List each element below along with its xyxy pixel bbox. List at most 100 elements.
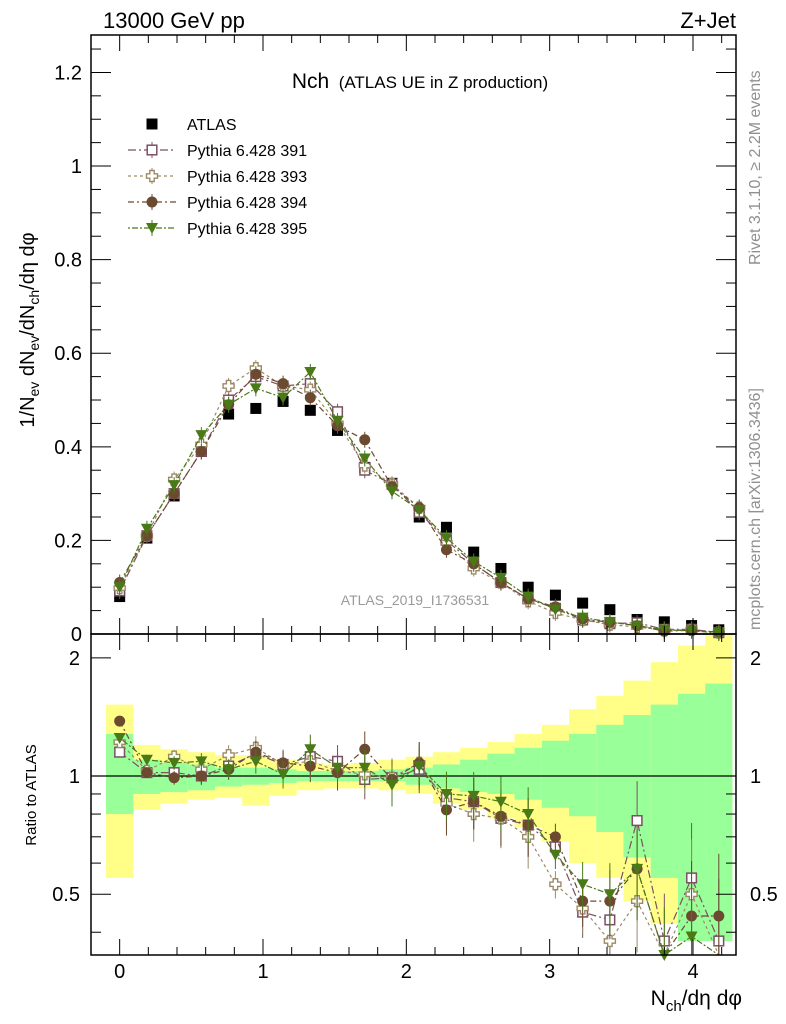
main-data-point <box>113 582 126 594</box>
ratio-data-point <box>413 761 426 773</box>
main-data-point <box>304 366 317 378</box>
x-tick-label: 0 <box>114 961 125 983</box>
ratio-data-point <box>114 746 126 758</box>
ratio-data-point <box>685 931 698 943</box>
legend-entry-label: Pythia 6.428 395 <box>187 221 307 238</box>
main-panel-marks <box>113 360 725 642</box>
ratio-data-point <box>331 762 344 774</box>
ratio-data-point <box>603 934 617 948</box>
legend-marker <box>146 144 158 156</box>
ratio-data-point <box>549 831 561 843</box>
main-data-point <box>250 402 262 414</box>
ratio-panel-frame <box>90 633 737 956</box>
legend-entry-label: Pythia 6.428 391 <box>187 143 307 160</box>
legend: ATLAS Pythia 6.428 391 Pythia 6.428 393 Pyt… <box>128 117 307 238</box>
ratio-data-point <box>359 743 371 755</box>
main-data-point <box>522 591 535 603</box>
ratio-y-tick-label-right: 1 <box>750 766 761 788</box>
ratio-data-point <box>168 757 181 769</box>
ratio-data-point <box>358 762 371 774</box>
main-data-point <box>685 625 698 637</box>
axes-frames: 0 1 2 3 4 0 0.2 0.4 0.6 0.8 1 1.2 0.5 0.5 1 1 2 2 <box>52 34 778 983</box>
ratio-data-point <box>386 779 398 791</box>
main-data-point <box>358 453 371 465</box>
main-data-point <box>304 392 316 404</box>
main-y-tick-label: 0.8 <box>54 250 82 272</box>
ratio-data-point <box>168 772 180 784</box>
band-inner-bin <box>569 733 597 817</box>
ratio-data-point <box>195 770 207 782</box>
rivet-version-label: Rivet 3.1.10, ≥ 2.2M events <box>747 70 764 265</box>
ratio-y-tick-label-left: 0.5 <box>52 884 80 906</box>
main-data-point <box>277 392 290 404</box>
main-data-point <box>222 379 235 393</box>
main-y-tick-label: 1 <box>71 156 82 178</box>
main-data-point <box>250 368 262 380</box>
ratio-y-tick-label-right: 2 <box>750 648 761 670</box>
ratio-y-tick-label-right: 0.5 <box>750 884 778 906</box>
ratio-data-point <box>549 878 562 891</box>
ratio-data-point <box>522 809 535 821</box>
main-data-point <box>440 533 453 545</box>
x-tick-label: 2 <box>401 961 412 983</box>
ratio-data-point <box>140 754 153 766</box>
ratio-y-tick-label-left: 2 <box>69 648 80 670</box>
ratio-data-point <box>304 760 316 772</box>
main-y-tick-label: 0.2 <box>54 530 82 552</box>
ratio-y-tick-label-left: 1 <box>69 766 80 788</box>
ratio-data-point <box>304 744 317 756</box>
analysis-watermark: ATLAS_2019_I1736531 <box>341 592 490 608</box>
ratio-series-line <box>119 737 720 956</box>
main-y-tick-label: 0.6 <box>54 343 82 365</box>
main-y-tick-label: 0.4 <box>54 437 82 459</box>
main-data-point <box>495 562 507 574</box>
main-data-point <box>440 521 452 533</box>
ratio-data-point <box>141 767 153 779</box>
ratio-data-point <box>249 756 262 768</box>
ratio-data-point <box>222 764 235 776</box>
mcplots-label: mcplots.cern.ch [arXiv:1306.3436] <box>747 388 764 630</box>
plot-title-sub: (ATLAS UE in Z production) <box>339 73 548 92</box>
main-data-point <box>304 404 316 416</box>
main-data-point <box>549 589 561 601</box>
main-data-point <box>331 416 344 428</box>
main-data-point <box>577 597 589 609</box>
main-data-point <box>140 523 153 535</box>
ratio-data-point <box>195 756 208 768</box>
main-data-point <box>494 572 507 584</box>
ratio-data-point <box>713 910 725 922</box>
plot-title-main: Nch <box>292 70 329 93</box>
ratio-data-point <box>631 815 643 827</box>
ratio-data-point <box>549 849 562 861</box>
header-process-label: Z+Jet <box>680 8 736 33</box>
ratio-data-point <box>631 863 644 875</box>
main-y-tick-label: 1.2 <box>54 62 82 84</box>
main-data-point <box>522 581 534 593</box>
main-data-point <box>168 480 181 492</box>
ratio-data-point <box>222 748 235 762</box>
main-data-point <box>386 486 398 498</box>
ratio-panel-marks <box>113 715 725 961</box>
main-data-point <box>223 408 235 420</box>
band-inner-bin <box>541 740 570 808</box>
band-inner-bin <box>596 724 624 833</box>
main-data-point <box>195 445 207 457</box>
x-tick-label: 4 <box>687 961 698 983</box>
main-data-point <box>168 488 180 500</box>
band-inner-bin <box>650 704 678 878</box>
main-data-point <box>277 378 289 390</box>
main-data-point <box>413 504 426 516</box>
main-data-point <box>604 604 616 616</box>
legend-entry-label: Pythia 6.428 394 <box>187 195 307 212</box>
x-tick-label: 1 <box>257 961 268 983</box>
main-data-point <box>468 546 480 558</box>
main-data-point <box>440 544 452 556</box>
legend-entry-label: Pythia 6.428 393 <box>187 169 307 186</box>
ratio-y-axis-label: Ratio to ATLAS <box>23 744 40 845</box>
x-tick-label: 3 <box>544 961 555 983</box>
main-y-tick-label: 0 <box>71 624 82 646</box>
main-y-axis-label: 1/Nev dNev/dNch/dη dφ <box>17 232 42 427</box>
main-data-point <box>576 612 589 624</box>
ratio-data-point <box>494 796 507 808</box>
